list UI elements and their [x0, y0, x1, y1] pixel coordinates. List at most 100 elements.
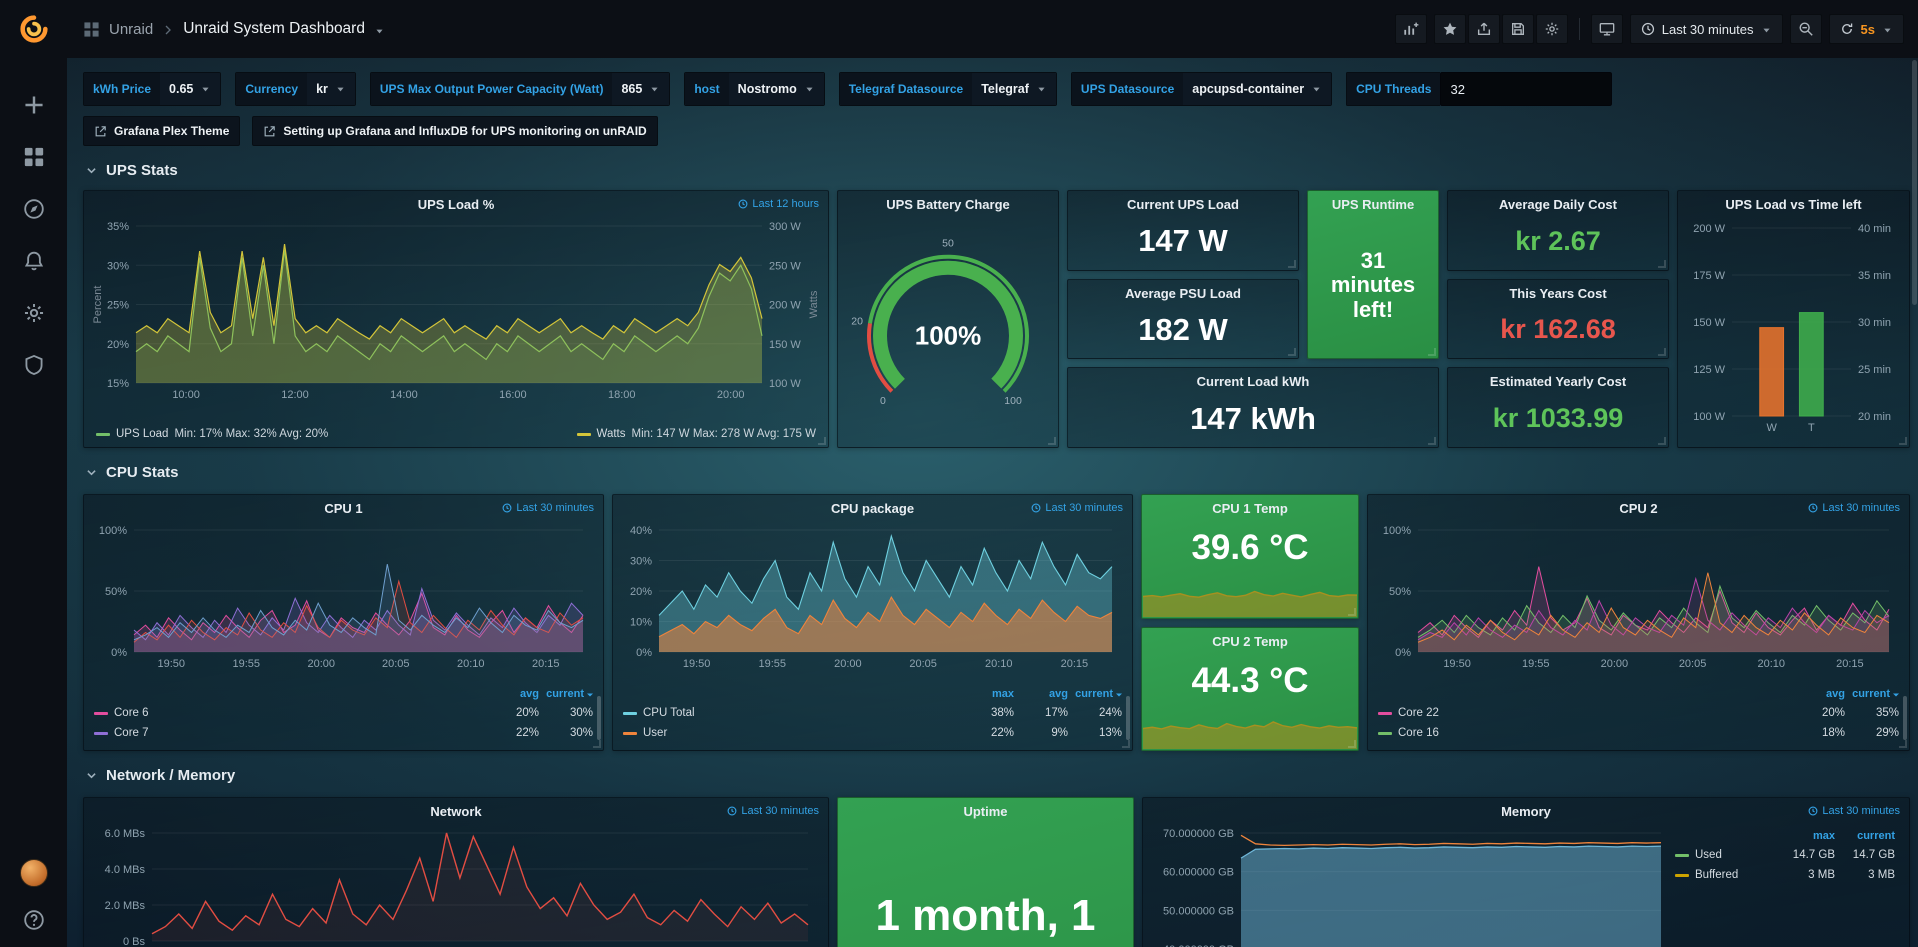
create-icon[interactable] [23, 94, 45, 116]
save-button[interactable] [1501, 14, 1534, 44]
cpu-threads-input[interactable] [1440, 72, 1613, 106]
legend-sort-current[interactable]: current [1845, 688, 1899, 700]
link-ups-monitoring-guide[interactable]: Setting up Grafana and InfluxDB for UPS … [252, 116, 658, 146]
legend-sort-avg[interactable]: avg [1049, 688, 1068, 700]
panel-title[interactable]: Average PSU Load [1125, 285, 1241, 301]
panel-title[interactable]: UPS Load vs Time left [1725, 197, 1862, 212]
help-icon[interactable] [23, 909, 45, 931]
svg-text:125 W: 125 W [1693, 364, 1725, 376]
dashboards-icon[interactable] [23, 146, 45, 168]
panel-time-override[interactable]: Last 30 minutes [727, 805, 819, 817]
battery-gauge[interactable]: 0 20 50 100 100% [844, 218, 1052, 436]
share-button[interactable] [1467, 14, 1500, 44]
svg-text:10%: 10% [630, 617, 652, 629]
legend-item-watts[interactable]: Watts Min: 147 W Max: 278 W Avg: 175 W [576, 428, 816, 440]
panel-time-override[interactable]: Last 30 minutes [1808, 805, 1900, 817]
svg-text:14:00: 14:00 [390, 389, 418, 401]
dashboard-title[interactable]: Unraid System Dashboard [183, 20, 365, 37]
section-ups-stats[interactable]: UPS Stats [83, 146, 1910, 190]
panel-cpu2-temp: CPU 2 Temp 44.3 °C [1141, 626, 1359, 751]
panel-time-override[interactable]: Last 30 minutes [1808, 502, 1900, 514]
legend-sort-current[interactable]: current [1857, 830, 1895, 842]
cpu2-chart[interactable]: 100% 50% 0% 19:50 19:55 20:00 20:05 20:10 20:15 [1374, 522, 1903, 672]
panel-network: Network Last 30 minutes 6.0 MBs 4.0 MBs 2.… [83, 797, 829, 947]
legend-sort-max[interactable]: max [991, 688, 1014, 700]
refresh-picker[interactable]: 5s [1828, 14, 1904, 44]
panel-title[interactable]: UPS Load % [417, 197, 495, 212]
link-grafana-plex-theme[interactable]: Grafana Plex Theme [83, 116, 241, 146]
legend-scrollbar[interactable] [597, 696, 601, 740]
panel-title[interactable]: CPU 1 [324, 501, 363, 516]
panel-title[interactable]: Average Daily Cost [1498, 197, 1617, 212]
panel-title[interactable]: Estimated Yearly Cost [1489, 374, 1627, 390]
ups-load-vs-time-chart[interactable]: 200 W 175 W 150 W 125 W 100 W 40 min 35 min 30 … [1684, 218, 1903, 436]
svg-text:50.000000 GB: 50.000000 GB [1163, 905, 1234, 917]
legend-marker [96, 432, 110, 436]
legend-sort-current[interactable]: current [1068, 688, 1122, 700]
legend-item-ups-load[interactable]: UPS Load Min: 17% Max: 32% Avg: 20% [96, 428, 328, 440]
panel-title[interactable]: This Years Cost [1509, 285, 1607, 301]
panel-title[interactable]: CPU package [830, 501, 915, 516]
legend-sort-avg[interactable]: avg [1826, 688, 1845, 700]
panel-title[interactable]: CPU 1 Temp [1212, 501, 1288, 516]
grafana-logo[interactable] [0, 0, 67, 58]
panel-title[interactable]: Current UPS Load [1127, 197, 1239, 212]
variable-telegraf-datasource[interactable]: Telegraf Datasource Telegraf [838, 72, 1057, 106]
panel-time-override[interactable]: Last 30 minutes [1031, 502, 1123, 514]
ups-load-legend: UPS Load Min: 17% Max: 32% Avg: 20% Watt… [90, 428, 822, 442]
panel-title[interactable]: Network [430, 804, 482, 819]
svg-text:100 W: 100 W [1693, 411, 1725, 423]
legend-sort-current[interactable]: current [539, 688, 593, 700]
section-network-memory[interactable]: Network / Memory [83, 751, 1910, 795]
star-button[interactable] [1433, 14, 1466, 44]
chevron-down-icon [335, 84, 346, 95]
section-title: Network / Memory [106, 766, 236, 784]
variable-currency[interactable]: Currency kr [235, 72, 356, 106]
server-admin-icon[interactable] [23, 354, 45, 376]
clock-icon [1808, 806, 1818, 816]
legend-marker [576, 432, 591, 436]
zoom-out-button[interactable] [1789, 14, 1822, 44]
memory-chart[interactable]: 70.000000 GB 60.000000 GB 50.000000 GB 40.0… [1149, 825, 1675, 947]
panel-title[interactable]: UPS Battery Charge [886, 197, 1010, 212]
configuration-icon[interactable] [23, 302, 45, 324]
panel-title[interactable]: Uptime [963, 804, 1008, 819]
panel-title[interactable]: UPS Runtime [1331, 197, 1415, 212]
dashboard-grid-icon[interactable] [83, 21, 100, 38]
alerting-icon[interactable] [23, 250, 45, 272]
dashboard-settings-button[interactable] [1535, 14, 1568, 44]
legend-sort-avg[interactable]: avg [520, 688, 539, 700]
svg-text:40.000000 GB: 40.000000 GB [1163, 944, 1234, 947]
legend-sort-max[interactable]: max [1812, 830, 1835, 842]
network-chart[interactable]: 6.0 MBs 4.0 MBs 2.0 MBs 0 Bs [90, 825, 822, 947]
variable-ups-max-output[interactable]: UPS Max Output Power Capacity (Watt) 865 [369, 72, 671, 106]
panel-title[interactable]: Current Load kWh [1196, 374, 1310, 390]
legend-scrollbar[interactable] [1903, 696, 1907, 740]
add-panel-button[interactable] [1394, 14, 1427, 44]
breadcrumb-folder[interactable]: Unraid [109, 20, 154, 38]
page-scrollbar[interactable] [1912, 60, 1917, 305]
panel-time-override[interactable]: Last 12 hours [738, 198, 819, 210]
explore-icon[interactable] [23, 198, 45, 220]
variable-kwh-price[interactable]: kWh Price 0.65 [83, 72, 222, 106]
cpu-package-chart[interactable]: 40% 30% 20% 10% 0% 19:50 19:55 20:00 20:05 20:10 2… [619, 522, 1126, 672]
legend-scrollbar[interactable] [1126, 696, 1130, 740]
stat-value: kr 2.67 [1515, 225, 1601, 256]
cpu2-temp-sparkline [1142, 705, 1358, 749]
variable-ups-datasource[interactable]: UPS Datasource apcupsd-container [1070, 72, 1333, 106]
title-caret-icon[interactable] [374, 24, 385, 35]
panel-time-override[interactable]: Last 30 minutes [502, 502, 594, 514]
ups-load-chart[interactable]: 35% 30% 25% 20% 15% 300 W 250 W 200 W 150 W 100 W… [90, 218, 822, 403]
legend-row-buffered: Buffered 3 MB 3 MB [1675, 865, 1895, 885]
user-avatar[interactable] [19, 859, 48, 887]
panel-title[interactable]: CPU 2 [1619, 501, 1658, 516]
section-cpu-stats[interactable]: CPU Stats [83, 448, 1910, 492]
cpu1-chart[interactable]: 100% 50% 0% 19:50 19:55 20:00 20:05 20:10 20:15 [90, 522, 597, 672]
variable-host[interactable]: host Nostromo [684, 72, 825, 106]
svg-text:20:00: 20:00 [834, 658, 862, 670]
panel-title[interactable]: CPU 2 Temp [1212, 633, 1288, 649]
svg-text:100 W: 100 W [769, 378, 801, 390]
tv-mode-button[interactable] [1590, 14, 1623, 44]
panel-title[interactable]: Memory [1501, 804, 1551, 819]
time-range-picker[interactable]: Last 30 minutes [1629, 14, 1783, 44]
